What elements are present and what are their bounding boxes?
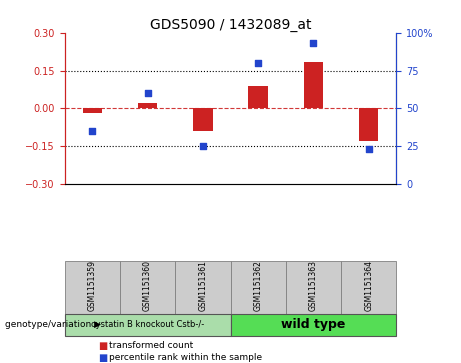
Bar	[193, 109, 213, 131]
Text: GSM1151360: GSM1151360	[143, 260, 152, 311]
Point	[89, 128, 96, 134]
Text: transformed count: transformed count	[109, 341, 194, 350]
Bar	[359, 109, 378, 141]
Text: GDS5090 / 1432089_at: GDS5090 / 1432089_at	[150, 18, 311, 32]
Point	[310, 40, 317, 46]
Text: genotype/variation ▶: genotype/variation ▶	[5, 321, 100, 329]
Text: percentile rank within the sample: percentile rank within the sample	[109, 353, 262, 362]
Text: wild type: wild type	[281, 318, 346, 331]
Point	[254, 60, 262, 66]
Text: cystatin B knockout Cstb-/-: cystatin B knockout Cstb-/-	[91, 321, 204, 329]
Text: GSM1151363: GSM1151363	[309, 260, 318, 311]
Text: GSM1151362: GSM1151362	[254, 260, 263, 311]
Text: GSM1151364: GSM1151364	[364, 260, 373, 311]
Text: GSM1151359: GSM1151359	[88, 260, 97, 311]
Text: GSM1151361: GSM1151361	[198, 260, 207, 311]
Point	[199, 143, 207, 149]
Point	[144, 90, 151, 96]
Point	[365, 146, 372, 152]
Bar	[138, 103, 157, 109]
Text: ■: ■	[98, 340, 107, 351]
Text: ■: ■	[98, 352, 107, 363]
Bar	[83, 109, 102, 114]
Bar	[304, 62, 323, 109]
Bar	[248, 86, 268, 109]
